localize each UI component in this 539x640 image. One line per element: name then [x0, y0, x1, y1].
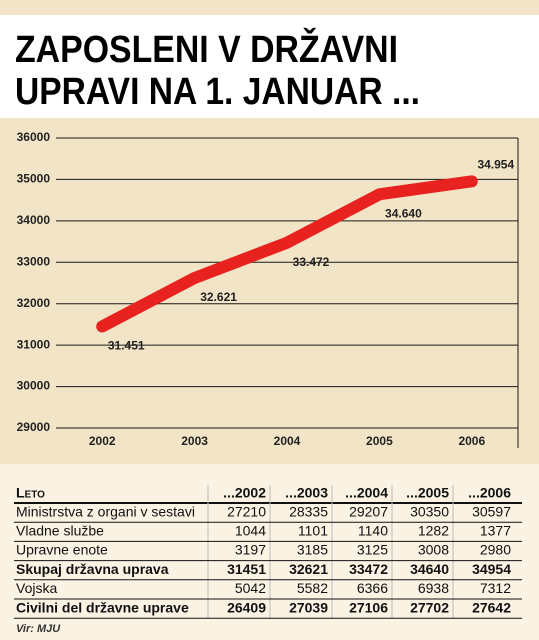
table-cell: 26409	[227, 599, 266, 615]
title-panel	[0, 15, 539, 118]
table-cell: 1377	[480, 523, 511, 539]
y-tick-label: 35000	[17, 172, 51, 186]
x-tick-label: 2003	[181, 434, 208, 448]
table-cell: 2980	[480, 542, 511, 558]
table-cell: 29207	[349, 503, 388, 519]
table-cell: 1044	[235, 523, 266, 539]
table-header: ...2004	[345, 485, 388, 501]
table-cell: 3008	[418, 542, 449, 558]
y-tick-label: 33000	[17, 254, 51, 268]
table-cell: 30597	[472, 503, 511, 519]
table-cell: 6366	[357, 580, 388, 596]
table-cell: 6938	[418, 580, 449, 596]
row-label: Upravne enote	[16, 542, 108, 558]
table-cell: 28335	[289, 503, 328, 519]
data-label: 31.451	[108, 339, 145, 353]
table-cell: 3185	[297, 542, 328, 558]
table-cell: 5582	[297, 580, 328, 596]
table-cell: 3197	[235, 542, 266, 558]
x-tick-label: 2004	[274, 434, 301, 448]
data-label: 34.954	[477, 158, 514, 172]
row-label: Vladne službe	[16, 523, 104, 539]
chart-title: UPRAVI NA 1. JANUAR ...	[15, 71, 420, 113]
data-label: 33.472	[293, 255, 330, 269]
table-cell: 1282	[418, 523, 449, 539]
data-label: 34.640	[385, 207, 422, 221]
table-cell: 7312	[480, 580, 511, 596]
table-cell: 31451	[227, 561, 266, 577]
table-cell: 34640	[410, 561, 449, 577]
line	[96, 175, 478, 333]
y-tick-label: 36000	[17, 130, 51, 144]
table-cell: 34954	[472, 561, 511, 577]
row-label: Skupaj državna uprava	[16, 561, 169, 577]
table-cell: 3125	[357, 542, 388, 558]
table-header: ...2006	[468, 485, 511, 501]
table-cell: 33472	[349, 561, 388, 577]
table-header: Leto	[16, 485, 45, 501]
x-tick-label: 2002	[89, 434, 116, 448]
row-label: Civilni del državne uprave	[16, 599, 189, 615]
table-header: ...2003	[285, 485, 328, 501]
y-tick-label: 29000	[17, 420, 51, 434]
table-cell: 27642	[472, 599, 511, 615]
table-cell: 32621	[289, 561, 328, 577]
row-label: Vojska	[16, 580, 57, 596]
y-tick-label: 31000	[17, 337, 51, 351]
table-cell: 27106	[349, 599, 388, 615]
y-tick-label: 34000	[17, 213, 51, 227]
row-label: Ministrstva z organi v sestavi	[16, 503, 195, 519]
table-cell: 27702	[410, 599, 449, 615]
table-header: ...2002	[223, 485, 266, 501]
data-label: 32.621	[200, 290, 237, 304]
y-tick-label: 30000	[17, 379, 51, 393]
table-header: ...2005	[406, 485, 449, 501]
table-cell: 1140	[358, 523, 388, 539]
y-tick-label: 32000	[17, 296, 51, 310]
source: Vir: MJU	[16, 623, 61, 635]
table-cell: 27210	[227, 503, 266, 519]
chart-title: ZAPOSLENI V DRŽAVNI	[15, 27, 398, 71]
table-cell: 5042	[235, 580, 266, 596]
table-cell: 27039	[289, 599, 328, 615]
x-tick-label: 2006	[458, 434, 485, 448]
table-cell: 30350	[410, 503, 449, 519]
x-tick-label: 2005	[366, 434, 393, 448]
table-cell: 1101	[298, 523, 328, 539]
